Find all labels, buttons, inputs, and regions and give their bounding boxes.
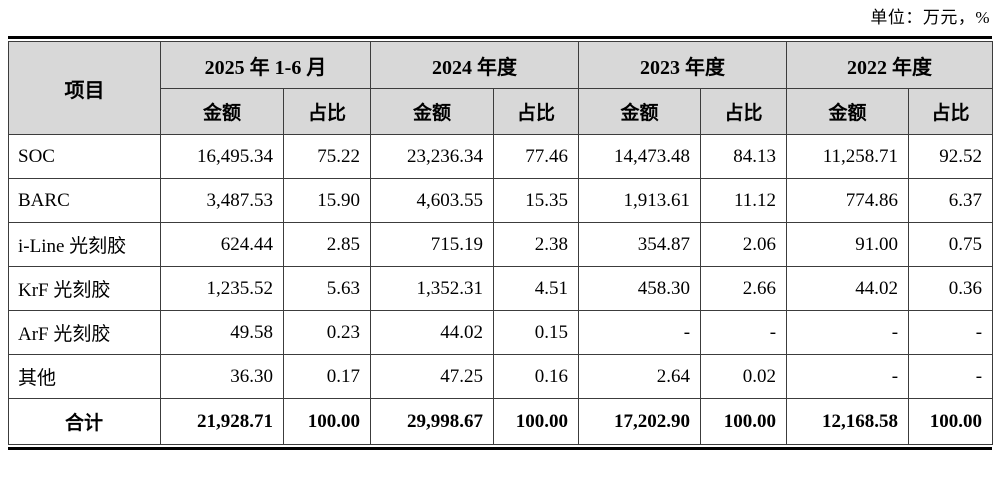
header-row-subcolumns: 金额 占比 金额 占比 金额 占比 金额 占比 <box>9 88 994 135</box>
table-row-arf: ArF 光刻胶 49.58 0.23 44.02 0.15 - - - - <box>8 310 994 355</box>
subheader-ratio-2023: 占比 <box>700 88 788 135</box>
ratio-cell: 77.46 <box>493 134 580 179</box>
amount-cell: 2.64 <box>578 354 702 399</box>
subheader-amount-2025: 金额 <box>160 88 284 135</box>
ratio-cell: 92.52 <box>908 134 994 179</box>
table-wrapper: 项目 2025 年 1-6 月 2024 年度 2023 年度 2022 年度 … <box>8 36 994 450</box>
col-group-2025h1: 2025 年 1-6 月 <box>159 41 372 89</box>
table-row-krf: KrF 光刻胶 1,235.52 5.63 1,352.31 4.51 458.… <box>8 266 994 311</box>
col-group-2023: 2023 年度 <box>578 41 788 89</box>
col-header-project: 项目 <box>8 41 161 135</box>
table-row-soc: SOC 16,495.34 75.22 23,236.34 77.46 14,4… <box>8 134 994 179</box>
row-label: SOC <box>8 134 161 179</box>
ratio-cell: 15.90 <box>282 178 372 223</box>
ratio-cell: 4.51 <box>493 266 580 311</box>
table-row-total: 合计 21,928.71 100.00 29,998.67 100.00 17,… <box>8 398 994 445</box>
table-row-other: 其他 36.30 0.17 47.25 0.16 2.64 0.02 - - <box>8 354 994 399</box>
amount-cell: - <box>578 310 702 355</box>
table-row-iline: i-Line 光刻胶 624.44 2.85 715.19 2.38 354.8… <box>8 222 994 267</box>
table-row-barc: BARC 3,487.53 15.90 4,603.55 15.35 1,913… <box>8 178 994 223</box>
ratio-cell: 11.12 <box>700 178 788 223</box>
col-group-2024: 2024 年度 <box>370 41 580 89</box>
amount-cell: 774.86 <box>786 178 910 223</box>
row-label: BARC <box>8 178 161 223</box>
amount-cell: 23,236.34 <box>370 134 495 179</box>
amount-cell: 21,928.71 <box>160 398 284 445</box>
amount-cell: 29,998.67 <box>370 398 495 445</box>
amount-cell: 1,235.52 <box>160 266 284 311</box>
ratio-cell: - <box>908 310 994 355</box>
ratio-cell: 100.00 <box>700 398 788 445</box>
subheader-ratio-2022: 占比 <box>908 88 994 135</box>
ratio-cell: 100.00 <box>908 398 994 445</box>
subheader-ratio-2025: 占比 <box>282 88 372 135</box>
ratio-cell: 0.23 <box>282 310 372 355</box>
ratio-cell: 0.17 <box>282 354 372 399</box>
amount-cell: - <box>786 354 910 399</box>
amount-cell: 624.44 <box>160 222 284 267</box>
row-label: 其他 <box>8 354 161 399</box>
row-label: i-Line 光刻胶 <box>8 222 161 267</box>
amount-cell: 4,603.55 <box>370 178 495 223</box>
amount-cell: 44.02 <box>370 310 495 355</box>
row-label: KrF 光刻胶 <box>8 266 161 311</box>
total-label: 合计 <box>8 398 161 445</box>
amount-cell: 354.87 <box>578 222 702 267</box>
subheader-amount-2022: 金额 <box>786 88 910 135</box>
subheader-amount-2024: 金额 <box>370 88 495 135</box>
ratio-cell: 15.35 <box>493 178 580 223</box>
ratio-cell: - <box>700 310 788 355</box>
amount-cell: 36.30 <box>160 354 284 399</box>
amount-cell: - <box>786 310 910 355</box>
subheader-amount-2023: 金额 <box>578 88 702 135</box>
row-label: ArF 光刻胶 <box>8 310 161 355</box>
ratio-cell: - <box>908 354 994 399</box>
unit-label: 单位：万元，% <box>870 8 990 27</box>
ratio-cell: 2.85 <box>282 222 372 267</box>
col-group-2022: 2022 年度 <box>786 41 994 89</box>
ratio-cell: 6.37 <box>908 178 994 223</box>
ratio-cell: 2.06 <box>700 222 788 267</box>
header-row-groups: 项目 2025 年 1-6 月 2024 年度 2023 年度 2022 年度 <box>8 41 994 135</box>
amount-cell: 16,495.34 <box>160 134 284 179</box>
amount-cell: 715.19 <box>370 222 495 267</box>
subheader-ratio-2024: 占比 <box>493 88 580 135</box>
amount-cell: 11,258.71 <box>786 134 910 179</box>
amount-cell: 458.30 <box>578 266 702 311</box>
ratio-cell: 0.15 <box>493 310 580 355</box>
amount-cell: 12,168.58 <box>786 398 910 445</box>
amount-cell: 91.00 <box>786 222 910 267</box>
amount-cell: 14,473.48 <box>578 134 702 179</box>
ratio-cell: 84.13 <box>700 134 788 179</box>
amount-cell: 47.25 <box>370 354 495 399</box>
ratio-cell: 2.38 <box>493 222 580 267</box>
ratio-cell: 100.00 <box>282 398 372 445</box>
amount-cell: 17,202.90 <box>578 398 702 445</box>
amount-cell: 3,487.53 <box>160 178 284 223</box>
ratio-cell: 0.16 <box>493 354 580 399</box>
ratio-cell: 0.75 <box>908 222 994 267</box>
amount-cell: 49.58 <box>160 310 284 355</box>
ratio-cell: 0.36 <box>908 266 994 311</box>
ratio-cell: 0.02 <box>700 354 788 399</box>
report-page: 单位：万元，% 项目 2025 年 1-6 月 2024 年度 2023 年度 … <box>8 8 994 450</box>
amount-cell: 1,913.61 <box>578 178 702 223</box>
revenue-by-product-table: 项目 2025 年 1-6 月 2024 年度 2023 年度 2022 年度 … <box>8 41 994 445</box>
ratio-cell: 100.00 <box>493 398 580 445</box>
amount-cell: 44.02 <box>786 266 910 311</box>
amount-cell: 1,352.31 <box>370 266 495 311</box>
ratio-cell: 2.66 <box>700 266 788 311</box>
ratio-cell: 5.63 <box>282 266 372 311</box>
ratio-cell: 75.22 <box>282 134 372 179</box>
